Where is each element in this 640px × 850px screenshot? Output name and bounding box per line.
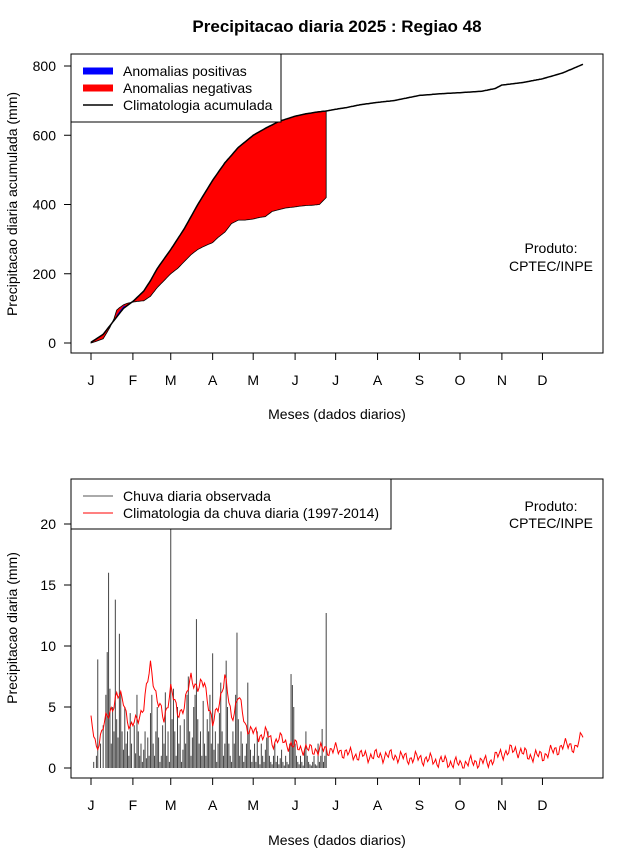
daily-legend-box <box>70 478 392 530</box>
cumulative-y-tick-label: 800 <box>33 58 57 74</box>
cumulative-x-tick-label: N <box>497 372 507 388</box>
daily-plot-area <box>90 524 584 770</box>
credit-line-2-top: CPTEC/INPE <box>509 258 593 274</box>
legend-label-daily-climatology: Climatologia da chuva diaria (1997-2014) <box>123 505 379 521</box>
daily-x-tick-label: J <box>88 797 95 813</box>
legend-label-negative: Anomalias negativas <box>123 80 252 96</box>
cumulative-x-axis-label: Meses (dados diarios) <box>268 406 406 422</box>
cumulative-y-axis: 0 200 400 600 800 <box>33 58 71 351</box>
daily-x-tick-label: O <box>455 797 466 813</box>
daily-x-tick-label: J <box>332 797 339 813</box>
cumulative-x-tick-label: J <box>332 372 339 388</box>
cumulative-y-tick-label: 600 <box>33 127 57 143</box>
daily-y-axis-label: Precipitacao diaria (mm) <box>4 552 20 704</box>
panel-daily: 0 5 10 15 20 J F M A M J J A S O N D Meses (dados diari… <box>4 478 604 848</box>
daily-x-tick-label: M <box>165 797 177 813</box>
daily-y-tick-label: 20 <box>40 516 56 532</box>
figure-title: Precipitacao diaria 2025 : Regiao 48 <box>192 17 481 36</box>
daily-x-tick-label: D <box>537 797 547 813</box>
credit-line-1-top: Produto: <box>525 240 578 256</box>
daily-legend: Chuva diaria observada Climatologia da c… <box>70 478 392 530</box>
daily-climatology-line <box>90 660 584 770</box>
daily-x-axis-label: Meses (dados diarios) <box>268 832 406 848</box>
cumulative-x-tick-label: M <box>247 372 259 388</box>
cumulative-x-tick-label: J <box>88 372 95 388</box>
daily-x-tick-label: N <box>497 797 507 813</box>
daily-x-tick-label: S <box>415 797 424 813</box>
cumulative-x-tick-label: D <box>537 372 547 388</box>
cumulative-x-tick-label: A <box>373 372 383 388</box>
cumulative-y-tick-label: 0 <box>48 335 56 351</box>
daily-y-tick-label: 5 <box>48 699 56 715</box>
climatology-cumulative-line <box>90 63 584 343</box>
daily-x-tick-label: M <box>247 797 259 813</box>
cumulative-x-tick-label: A <box>208 372 218 388</box>
daily-x-tick-label: A <box>373 797 383 813</box>
daily-x-tick-label: A <box>208 797 218 813</box>
daily-x-tick-label: J <box>292 797 299 813</box>
cumulative-legend: Anomalias positivas Anomalias negativas … <box>70 53 282 123</box>
credit-line-2-bottom: CPTEC/INPE <box>509 515 593 531</box>
panel-cumulative: 0 200 400 600 800 J F M A M J J A S O N D Meses (dados … <box>4 53 604 422</box>
cumulative-plot-frame <box>70 53 604 354</box>
cumulative-x-tick-label: F <box>129 372 138 388</box>
legend-label-climatology: Climatologia acumulada <box>123 97 273 113</box>
negative-anomaly-area <box>90 110 327 344</box>
daily-y-tick-label: 15 <box>40 577 56 593</box>
cumulative-y-tick-label: 200 <box>33 266 57 282</box>
credit-line-1-bottom: Produto: <box>525 498 578 514</box>
legend-label-positive: Anomalias positivas <box>123 63 247 79</box>
legend-label-observed: Chuva diaria observada <box>123 488 271 504</box>
cumulative-x-tick-label: S <box>415 372 424 388</box>
cumulative-y-axis-label: Precipitacao diaria acumulada (mm) <box>4 92 20 316</box>
cumulative-x-tick-label: J <box>292 372 299 388</box>
daily-y-tick-label: 0 <box>48 760 56 776</box>
daily-x-tick-label: F <box>129 797 138 813</box>
daily-y-axis: 0 5 10 15 20 <box>40 516 71 776</box>
cumulative-plot-area <box>90 63 584 344</box>
cumulative-x-tick-label: M <box>165 372 177 388</box>
daily-y-tick-label: 10 <box>40 638 56 654</box>
cumulative-x-tick-label: O <box>455 372 466 388</box>
cumulative-y-tick-label: 400 <box>33 197 57 213</box>
